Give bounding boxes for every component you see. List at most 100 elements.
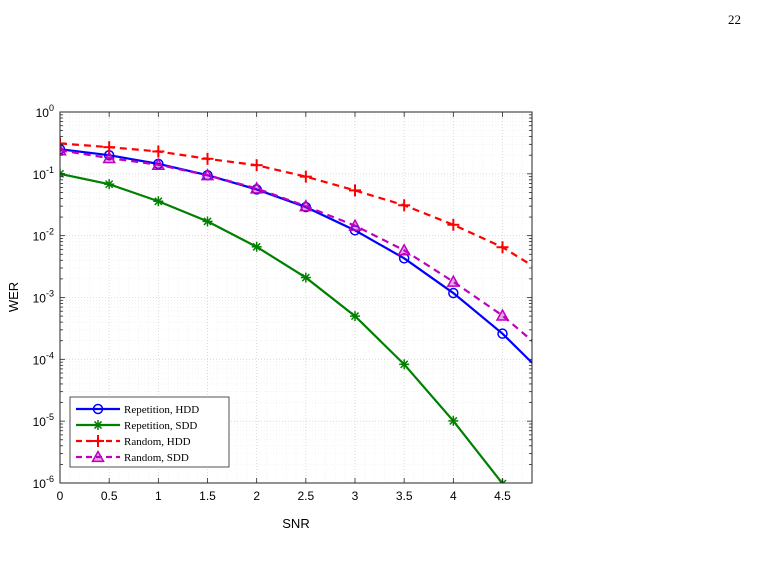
legend-entry: Repetition, HDD — [76, 403, 199, 416]
data-point — [348, 218, 362, 231]
data-point — [399, 359, 410, 370]
legend-marker — [91, 449, 105, 463]
data-point — [153, 196, 164, 207]
data-point — [495, 308, 510, 321]
legend-entry: Repetition, SDD — [76, 420, 197, 432]
circle-marker-shape — [398, 253, 410, 264]
y-tick-labels: 100 10-1 10-2 10-3 10-4 10-5 10-6 — [33, 103, 54, 491]
x-tick-label: 2.5 — [297, 489, 314, 503]
data-point — [60, 143, 66, 155]
triangle-marker-shape — [397, 243, 411, 256]
series-line — [60, 142, 532, 267]
triangle-marker-shape — [60, 143, 67, 156]
x-tick-label: 0.5 — [101, 489, 118, 503]
data-point — [397, 243, 411, 256]
data-point — [398, 199, 411, 212]
page-number: 22 — [728, 12, 741, 27]
series-layer — [60, 137, 532, 483]
x-tick-label: 1 — [155, 489, 162, 503]
triangle-marker-shape — [446, 274, 461, 287]
x-tick-label: 0 — [57, 489, 64, 503]
asterisk-marker-stroke — [501, 479, 507, 483]
data-point — [60, 143, 67, 156]
series-3 — [60, 143, 532, 342]
circle-marker-shape — [60, 143, 66, 155]
legend-marker — [93, 420, 103, 430]
data-point — [448, 415, 459, 426]
data-point — [300, 272, 311, 283]
data-point — [151, 157, 166, 170]
y-tick-label: 10-2 — [33, 227, 54, 244]
legend-label: Repetition, SDD — [124, 420, 197, 432]
data-point — [251, 241, 262, 252]
circle-marker-shape — [448, 287, 459, 299]
legend-entry: Random, HDD — [76, 435, 191, 448]
asterisk-marker-stroke — [252, 242, 261, 251]
x-tick-label: 2 — [253, 489, 260, 503]
legend-marker — [92, 435, 104, 447]
data-point — [299, 170, 312, 183]
data-point — [447, 218, 460, 231]
x-axis-label: SNR — [282, 516, 309, 531]
y-tick-label: 10-6 — [33, 474, 54, 491]
legend-entry: Random, SDD — [76, 449, 189, 464]
data-point — [398, 253, 410, 264]
y-tick-label: 10-4 — [33, 350, 54, 367]
data-point — [152, 145, 165, 158]
x-tick-label: 1.5 — [199, 489, 216, 503]
x-tick-label: 4.5 — [494, 489, 511, 503]
x-tick-label: 3 — [352, 489, 359, 503]
data-point — [200, 168, 215, 181]
asterisk-marker-stroke — [350, 312, 360, 321]
data-point — [350, 311, 360, 322]
data-point — [496, 241, 509, 254]
y-tick-label: 10-3 — [33, 289, 54, 306]
y-axis-label: WER — [6, 282, 21, 312]
circle-marker-shape — [497, 328, 508, 339]
data-point — [250, 159, 263, 172]
y-tick-label: 10-5 — [33, 412, 54, 429]
series-1 — [60, 168, 508, 483]
triangle-marker-shape — [299, 199, 313, 212]
series-line — [60, 172, 504, 483]
legend-marker — [92, 403, 104, 415]
x-tick-label: 3.5 — [396, 489, 413, 503]
data-point — [201, 152, 214, 165]
asterisk-marker-stroke — [449, 416, 458, 425]
legend-label: Random, SDD — [124, 452, 189, 464]
data-point — [448, 287, 459, 299]
asterisk-marker-stroke — [301, 273, 310, 282]
y-tick-label: 10-1 — [33, 165, 54, 182]
x-tick-label: 4 — [450, 489, 457, 503]
asterisk-marker-stroke — [498, 479, 504, 483]
data-point — [497, 328, 508, 339]
asterisk-marker-stroke — [60, 169, 65, 175]
triangle-marker-shape — [151, 157, 166, 170]
asterisk-marker-stroke — [105, 180, 114, 189]
triangle-marker-shape — [102, 151, 116, 164]
asterisk-marker-stroke — [154, 197, 163, 206]
triangle-marker-shape — [200, 168, 215, 181]
triangle-marker-shape — [348, 218, 362, 231]
triangle-marker-shape — [249, 181, 264, 194]
legend-label: Repetition, HDD — [124, 404, 199, 416]
legend-label: Random, HDD — [124, 436, 191, 448]
circle-marker-shape — [92, 403, 104, 415]
series-line — [60, 149, 532, 342]
x-tick-labels: 0 0.5 1 1.5 2 2.5 3 3.5 4 4.5 — [57, 489, 512, 503]
asterisk-marker-stroke — [400, 360, 409, 369]
data-point — [60, 137, 66, 150]
triangle-marker-shape — [91, 449, 105, 463]
asterisk-marker-stroke — [93, 420, 103, 430]
y-tick-label: 100 — [36, 103, 54, 120]
tick-marks — [59, 111, 532, 484]
asterisk-marker-stroke — [60, 172, 65, 178]
data-point — [349, 184, 361, 197]
data-point — [299, 199, 313, 212]
asterisk-marker-stroke — [203, 217, 212, 226]
data-point — [102, 151, 116, 164]
data-point — [202, 216, 213, 227]
legend: Repetition, HDD Repetition, SDD Random, HD… — [69, 396, 230, 468]
data-point — [446, 274, 461, 287]
